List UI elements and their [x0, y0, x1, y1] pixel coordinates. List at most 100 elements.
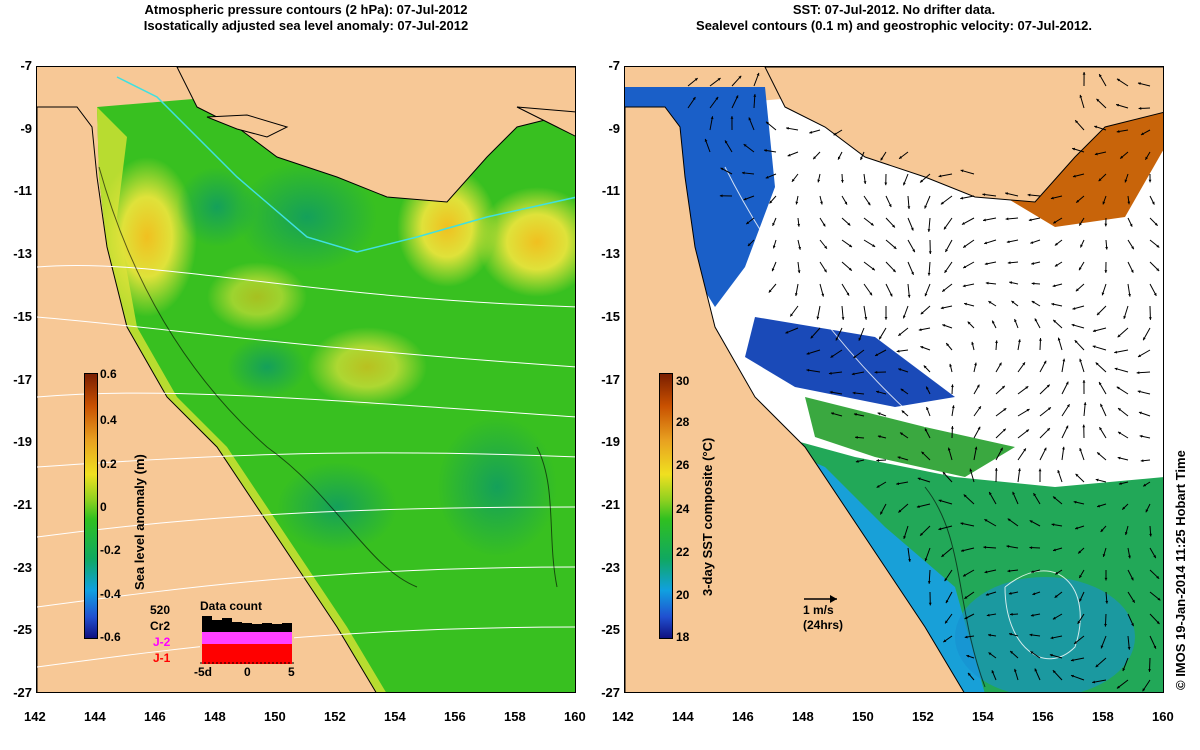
- velocity-arrow: [938, 499, 953, 505]
- velocity-arrow: [852, 391, 865, 395]
- velocity-arrow: [687, 77, 698, 87]
- velocity-arrow: [1114, 367, 1129, 373]
- sla-cbar-tick: 0.6: [100, 367, 117, 381]
- y-tick-label: -23: [601, 559, 620, 575]
- velocity-arrow: [1079, 358, 1085, 373]
- velocity-arrow: [1139, 434, 1151, 439]
- y-tick-label: -7: [20, 58, 32, 73]
- velocity-arrow: [855, 436, 865, 439]
- satellite-label: J-1: [153, 651, 171, 665]
- count-xtick: 5: [288, 665, 295, 679]
- velocity-arrow: [907, 195, 911, 210]
- velocity-arrow: [1098, 73, 1107, 87]
- velocity-arrow: [1137, 349, 1151, 358]
- velocity-arrow: [938, 173, 953, 178]
- y-tick-label: -9: [20, 120, 32, 136]
- velocity-arrow: [785, 327, 799, 334]
- sst-cbar-tick: 18: [676, 630, 690, 644]
- velocity-arrow: [963, 302, 975, 307]
- x-tick-label: 144: [84, 709, 106, 724]
- velocity-arrow: [984, 518, 997, 527]
- sst-map-canvas: [625, 67, 1163, 692]
- count-xtick: 0: [244, 665, 251, 679]
- velocity-arrow: [720, 167, 733, 175]
- velocity-arrow: [1127, 283, 1131, 297]
- velocity-arrow: [947, 447, 953, 461]
- velocity-arrow: [841, 239, 853, 248]
- velocity-arrow: [1149, 525, 1153, 537]
- velocity-arrow: [1092, 345, 1107, 351]
- sst-cbar-tick: 20: [676, 588, 690, 602]
- velocity-arrow: [969, 468, 975, 483]
- velocity-arrow: [1098, 381, 1107, 395]
- velocity-arrow: [763, 149, 777, 153]
- y-tick-label: -17: [13, 371, 32, 387]
- x-tick-label: 148: [204, 709, 226, 724]
- velocity-arrow: [1127, 195, 1131, 205]
- sla-island: [206, 114, 289, 138]
- velocity-arrow: [797, 261, 801, 274]
- y-tick-label: -25: [13, 622, 32, 638]
- velocity-arrow: [841, 305, 845, 320]
- velocity-arrow: [971, 341, 975, 351]
- velocity-arrow: [1051, 302, 1063, 307]
- velocity-arrow: [963, 494, 975, 505]
- velocity-arrow: [901, 410, 909, 417]
- velocity-arrow: [1092, 327, 1107, 333]
- pressure-contour: [37, 316, 575, 368]
- velocity-arrow: [1127, 217, 1133, 227]
- velocity-arrow: [1118, 481, 1129, 485]
- velocity-arrow: [1017, 362, 1026, 373]
- velocity-arrow: [1007, 569, 1019, 573]
- velocity-arrow: [1073, 500, 1085, 505]
- velocity-arrow: [880, 151, 887, 161]
- velocity-arrow: [1137, 82, 1151, 87]
- velocity-arrow: [806, 349, 821, 355]
- sla-cbar-tick: -0.4: [100, 587, 121, 601]
- velocity-arrow: [943, 217, 953, 230]
- velocity-arrow: [982, 193, 997, 197]
- velocity-arrow: [899, 432, 909, 439]
- velocity-arrow: [926, 406, 931, 417]
- velocity-arrow: [1031, 261, 1041, 265]
- velocity-arrow: [1116, 78, 1129, 87]
- velocity-arrow: [984, 569, 997, 574]
- velocity-arrow: [1072, 305, 1085, 310]
- velocity-arrow: [1054, 239, 1063, 246]
- velocity-arrow: [1149, 547, 1157, 559]
- velocity-arrow: [841, 217, 851, 226]
- velocity-arrow: [927, 217, 931, 232]
- sla-australia-land: [37, 106, 377, 692]
- velocity-arrow: [1039, 427, 1051, 439]
- velocity-arrow: [1104, 217, 1108, 227]
- y-tick-label: -15: [601, 308, 620, 324]
- velocity-arrow: [1079, 591, 1085, 602]
- velocity-arrow: [1100, 403, 1107, 417]
- x-tick-label: 142: [24, 709, 46, 724]
- data-count-title: Data count: [200, 599, 263, 613]
- velocity-arrow: [924, 283, 931, 297]
- velocity-arrow: [907, 217, 914, 231]
- velocity-arrow: [907, 283, 911, 298]
- left-panel-title: Atmospheric pressure contours (2 hPa): 0…: [36, 2, 576, 34]
- velocity-arrow: [896, 481, 909, 486]
- velocity-arrow: [1061, 425, 1069, 439]
- velocity-arrow: [1148, 657, 1152, 672]
- velocity-arrow: [709, 116, 714, 131]
- velocity-arrow: [819, 261, 827, 273]
- velocity-arrow: [988, 491, 997, 505]
- sla-cbar-tick: 0: [100, 500, 107, 514]
- velocity-arrow: [962, 569, 975, 577]
- velocity-arrow: [828, 371, 843, 375]
- velocity-arrow: [960, 169, 975, 175]
- velocity-arrow: [1032, 591, 1041, 596]
- velocity-arrow: [1096, 305, 1107, 316]
- velocity-arrow: [1075, 195, 1085, 204]
- velocity-arrow: [840, 173, 844, 183]
- velocity-arrow: [973, 405, 982, 417]
- velocity-arrow: [973, 384, 980, 395]
- velocity-arrow: [1005, 217, 1019, 221]
- velocity-arrow: [1029, 520, 1041, 527]
- x-tick-label: 142: [612, 709, 634, 724]
- x-tick-label: 146: [732, 709, 754, 724]
